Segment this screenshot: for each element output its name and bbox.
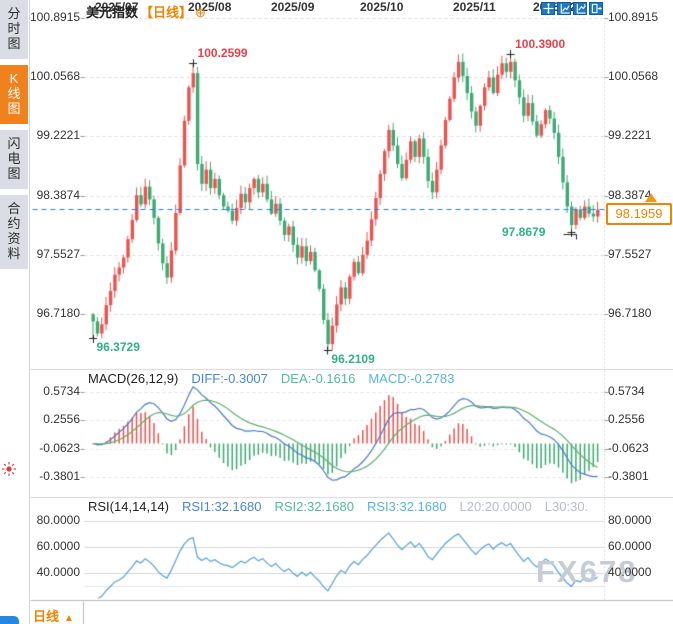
watermark: FX678 bbox=[536, 554, 638, 589]
auto-scale-icon[interactable] bbox=[573, 2, 587, 15]
y-axis-label: 98.3874 bbox=[608, 187, 652, 202]
x-axis-label: 2025/08 bbox=[188, 0, 232, 14]
y-axis-label: 97.5527 bbox=[608, 246, 652, 261]
sidebar-tab-label: 合约资料 bbox=[7, 201, 21, 261]
y-axis-label: 0.5734 bbox=[43, 383, 80, 398]
y-axis-label: -0.3801 bbox=[39, 468, 80, 483]
period-selector[interactable]: 日线 ▲ bbox=[33, 606, 74, 624]
rsi-l20-value: L20:20.0000 bbox=[459, 499, 532, 514]
sidebar-tab-kline[interactable]: K线图 bbox=[0, 65, 28, 124]
annotation-low-96-3729: 96.3729 bbox=[96, 340, 140, 355]
sidebar-tab-label: 分时图 bbox=[7, 6, 21, 51]
y-axis-label: 99.2221 bbox=[608, 128, 652, 143]
y-axis-label: 0.2556 bbox=[43, 412, 80, 427]
sidebar-tab-timeshare[interactable]: 分时图 bbox=[0, 0, 28, 59]
rsi3-value: RSI3:32.1680 bbox=[366, 499, 447, 514]
exit-fullscreen-icon[interactable] bbox=[589, 2, 603, 15]
record-dot-icon[interactable] bbox=[1, 461, 17, 477]
macd-diff-value: DIFF:-0.3007 bbox=[191, 371, 268, 386]
annotation-high-100-2599: 100.2599 bbox=[197, 45, 248, 60]
period-up-arrow-icon: ▲ bbox=[64, 613, 74, 624]
rsi-label: RSI(14,14,14) bbox=[88, 499, 169, 514]
symbol-name: 美元指数 bbox=[86, 5, 139, 20]
y-axis-label: 99.2221 bbox=[36, 128, 80, 143]
y-axis-label: 0.5734 bbox=[608, 383, 645, 398]
period-label: 日线 bbox=[33, 609, 60, 624]
y-axis-label: -0.3801 bbox=[608, 468, 649, 483]
y-axis-label: 60.0000 bbox=[608, 539, 652, 553]
y-axis-label: 40.0000 bbox=[36, 565, 80, 579]
macd-macd-value: MACD:-0.2783 bbox=[368, 371, 455, 386]
y-axis-label: 60.0000 bbox=[36, 539, 80, 553]
annotation-low-96-2109: 96.2109 bbox=[331, 351, 375, 366]
macd-header: MACD(26,12,9) DIFF:-0.3007 DEA:-0.1616 M… bbox=[88, 371, 454, 386]
y-axis-label: 0.2556 bbox=[608, 412, 645, 427]
x-axis-label: 2025/11 bbox=[453, 0, 496, 14]
rsi2-value: RSI2:32.1680 bbox=[274, 499, 354, 514]
chart-header: 美元指数 【日线】 ⊕ bbox=[86, 2, 206, 21]
y-axis-label: 100.8915 bbox=[608, 10, 659, 24]
y-axis-label: 40.0000 bbox=[608, 565, 652, 579]
expand-plus-icon[interactable]: ⊕ bbox=[195, 5, 206, 20]
y-axis-label: -0.0623 bbox=[608, 440, 649, 455]
y-axis-label: 96.7180 bbox=[608, 305, 652, 320]
macd-label: MACD(26,12,9) bbox=[88, 371, 179, 386]
rsi-l30-value: L30:30. bbox=[544, 499, 589, 514]
annotation-low-97-8679: 97.8679 bbox=[502, 225, 546, 240]
sidebar: 分时图 K线图 闪电图 合约资料 bbox=[0, 0, 30, 624]
y-axis-label: 97.5527 bbox=[36, 246, 80, 261]
y-axis-label: 100.0568 bbox=[608, 69, 659, 84]
x-axis-label: 2025/07 bbox=[95, 0, 139, 14]
x-axis-label: 2025/09 bbox=[271, 0, 315, 14]
sidebar-tab-lightning[interactable]: 闪电图 bbox=[0, 130, 28, 189]
y-axis-label: 100.0568 bbox=[30, 69, 81, 84]
y-axis-label: 80.0000 bbox=[608, 513, 652, 527]
y-axis-label: 98.3874 bbox=[36, 187, 80, 202]
y-axis-label: 80.0000 bbox=[36, 513, 80, 527]
sidebar-tab-contract-info[interactable]: 合约资料 bbox=[0, 195, 28, 269]
last-price-box: 98.1959 bbox=[606, 203, 672, 225]
period-tag: 【日线】 bbox=[140, 5, 193, 20]
crosshair-move-icon[interactable] bbox=[541, 2, 555, 15]
annotation-high-100-3900: 100.3900 bbox=[515, 36, 566, 51]
macd-dea-value: DEA:-0.1616 bbox=[280, 371, 356, 386]
rsi1-value: RSI1:32.1680 bbox=[181, 499, 262, 514]
x-axis-label: 2025/10 bbox=[360, 0, 404, 14]
chart-toolbar bbox=[541, 2, 603, 15]
y-axis-label: 100.8915 bbox=[30, 10, 81, 24]
sidebar-tab-label: K线图 bbox=[7, 71, 21, 116]
y-axis-label: 96.7180 bbox=[36, 305, 80, 320]
price-up-arrow-icon bbox=[645, 193, 657, 202]
rsi-header: RSI(14,14,14) RSI1:32.1680 RSI2:32.1680 … bbox=[88, 499, 588, 514]
y-axis-scale-icon[interactable] bbox=[557, 2, 571, 15]
sidebar-tab-label: 闪电图 bbox=[7, 136, 21, 181]
bottom-left-blue-strip bbox=[0, 616, 19, 624]
y-axis-label: -0.0623 bbox=[39, 440, 80, 455]
